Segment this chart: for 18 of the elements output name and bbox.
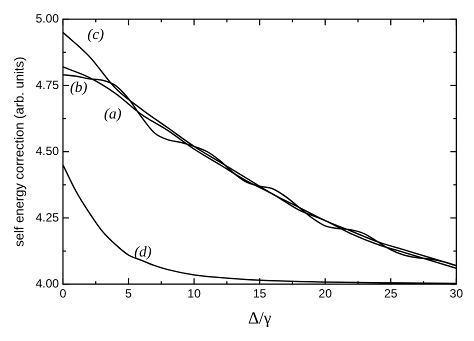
x-tick-label: 5: [125, 286, 132, 301]
x-tick-label: 20: [318, 286, 332, 301]
y-axis-title: self energy correction (arb. units): [11, 56, 26, 247]
y-tick-label: 4.50: [36, 144, 60, 158]
y-tick-label: 4.00: [36, 276, 60, 291]
x-tick-label: 10: [187, 286, 202, 301]
series-label: (b): [70, 80, 88, 96]
y-tick-label: 4.25: [36, 210, 60, 224]
x-tick-label: 0: [60, 286, 67, 301]
y-tick-label: 5.00: [36, 12, 60, 26]
y-tick-label: 4.75: [36, 78, 60, 92]
series-label: (a): [104, 106, 122, 123]
x-tick-label: 25: [384, 286, 398, 301]
x-axis-title: Δ/γ: [248, 308, 272, 328]
legend-label: (c): [87, 27, 104, 44]
x-tick-label: 15: [252, 286, 267, 301]
x-tick-label: 30: [450, 286, 464, 301]
series-label: (d): [134, 244, 152, 260]
